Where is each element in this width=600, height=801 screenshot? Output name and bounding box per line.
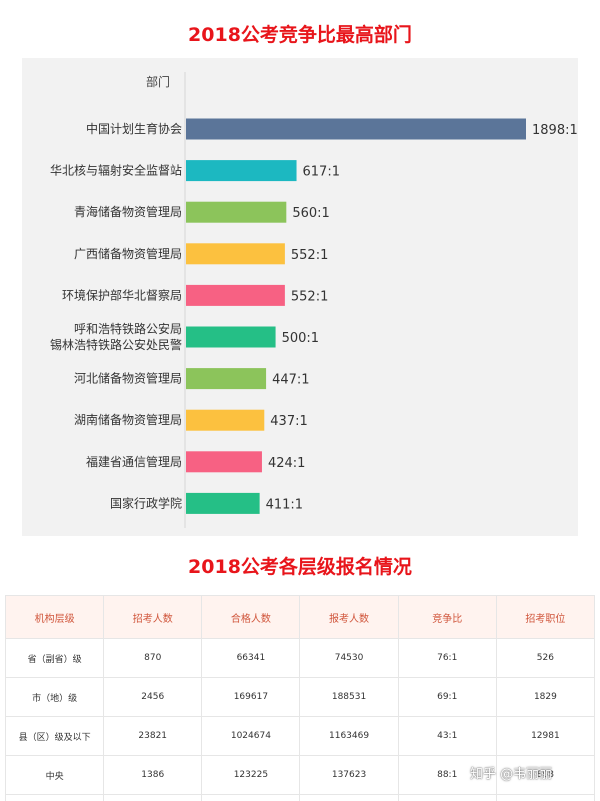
bar xyxy=(186,284,285,306)
table-header-cell: 竞争比 xyxy=(397,595,497,639)
table-cell: 总计 xyxy=(5,794,105,801)
category-tick-label: 广西储备物资管理局 xyxy=(74,246,182,261)
category-tick-label: 华北核与辐射安全监督站 xyxy=(50,163,182,178)
bar-value-label: 500:1 xyxy=(282,331,319,346)
bar-chart-panel: 部门 1898:1 中国计划生育协会 617:1 华北核与辐射安全监督站 560:1 青海… xyxy=(22,58,578,536)
category-tick-label: 福建省通信管理局 xyxy=(86,454,182,469)
category-tick-label: 国家行政学院 xyxy=(110,495,182,510)
bar-value-label: 552:1 xyxy=(291,248,328,263)
table-cell: 1024674 xyxy=(201,716,301,756)
table-header-cell: 报考人数 xyxy=(299,595,399,639)
table-row: 县（区）级及以下 23821 1024674 1163469 43:1 12981 xyxy=(5,716,595,756)
table-header-row: 机构层级 招考人数 合格人数 报考人数 竞争比 招考职位 xyxy=(5,595,595,639)
bar-value-label: 1898:1 xyxy=(532,123,578,138)
table-body: 省（副省）级 870 66341 74530 76:1 526 市（地）级 2456 16961… xyxy=(5,638,595,801)
table-header-cell: 合格人数 xyxy=(201,595,301,639)
table-cell: 188531 xyxy=(299,677,399,717)
table-cell: 市（地）级 xyxy=(5,677,105,717)
category-tick-label: 河北储备物资管理局 xyxy=(74,371,182,386)
table-cell: 169617 xyxy=(201,677,301,717)
bar xyxy=(186,243,285,265)
category-tick-label: 青海储备物资管理局 xyxy=(74,204,182,219)
table-cell: 县（区）级及以下 xyxy=(5,716,105,756)
table-cell: 12981 xyxy=(495,716,595,756)
category-tick-label: 呼和浩特铁路公安局 xyxy=(74,321,182,336)
bar-value-label: 437:1 xyxy=(270,414,307,429)
table-cell: 123225 xyxy=(201,755,301,795)
table-row: 省（副省）级 870 66341 74530 76:1 526 xyxy=(5,638,595,678)
bar-value-label: 411:1 xyxy=(266,497,303,512)
category-tick-label: 中国计划生育协会 xyxy=(86,121,182,136)
table-cell: 省（副省）级 xyxy=(5,638,105,678)
table-cell: 66341 xyxy=(201,638,301,678)
table-header-cell: 机构层级 xyxy=(5,595,105,639)
bar-value-label: 617:1 xyxy=(303,165,340,180)
table-row: 总计285331383857156415348:116144 xyxy=(5,794,595,801)
table-cell: 1564153 xyxy=(299,794,399,801)
table-cell: 1383857 xyxy=(201,794,301,801)
table-cell: 1829 xyxy=(495,677,595,717)
category-tick-label: 锡林浩特铁路公安处民警 xyxy=(50,337,182,352)
bar-value-label: 447:1 xyxy=(272,373,309,388)
table-row: 市（地）级 2456 169617 188531 69:1 1829 xyxy=(5,677,595,717)
table-cell: 88:1 xyxy=(397,755,497,795)
bar xyxy=(186,326,276,348)
bar xyxy=(186,451,262,473)
table-cell: 808 xyxy=(495,755,595,795)
table-cell: 23821 xyxy=(103,716,203,756)
bar xyxy=(186,368,267,390)
bar xyxy=(186,201,287,223)
table-cell: 16144 xyxy=(495,794,595,801)
table-cell: 2456 xyxy=(103,677,203,717)
table-title: 2018公考各层级报名情况 xyxy=(188,556,412,578)
table-cell: 1163469 xyxy=(299,716,399,756)
table-cell: 1386 xyxy=(103,755,203,795)
table-cell: 69:1 xyxy=(397,677,497,717)
category-axis-label: 部门 xyxy=(146,74,170,89)
table-cell: 中央 xyxy=(5,755,105,795)
table-row: 中央 1386 123225 137623 88:1 808 xyxy=(5,755,595,795)
table-cell: 28533 xyxy=(103,794,203,801)
bar xyxy=(186,409,265,431)
bar xyxy=(186,160,297,182)
table-cell: 526 xyxy=(495,638,595,678)
bar-value-label: 552:1 xyxy=(291,289,328,304)
bar-value-label: 424:1 xyxy=(268,456,305,471)
table-cell: 74530 xyxy=(299,638,399,678)
table-cell: 870 xyxy=(103,638,203,678)
table-cell: 137623 xyxy=(299,755,399,795)
chart-title: 2018公考竞争比最高部门 xyxy=(188,24,412,46)
registration-table: 机构层级 招考人数 合格人数 报考人数 竞争比 招考职位 省（副省）级 870 66341 74… xyxy=(5,595,595,801)
category-tick-label: 湖南储备物资管理局 xyxy=(74,412,182,427)
watermark-text: 知乎 @韦丽丽 xyxy=(470,767,553,782)
category-tick-label: 环境保护部华北督察局 xyxy=(62,287,182,302)
table-cell: 48:1 xyxy=(397,794,497,801)
table-header-cell: 招考职位 xyxy=(495,595,595,639)
bar xyxy=(186,492,260,514)
bar xyxy=(186,118,526,140)
bar-chart: 部门 1898:1 中国计划生育协会 617:1 华北核与辐射安全监督站 560:1 青海… xyxy=(50,72,578,528)
table-header-cell: 招考人数 xyxy=(103,595,203,639)
table-cell: 76:1 xyxy=(397,638,497,678)
bar-value-label: 560:1 xyxy=(292,206,329,221)
table-cell: 43:1 xyxy=(397,716,497,756)
